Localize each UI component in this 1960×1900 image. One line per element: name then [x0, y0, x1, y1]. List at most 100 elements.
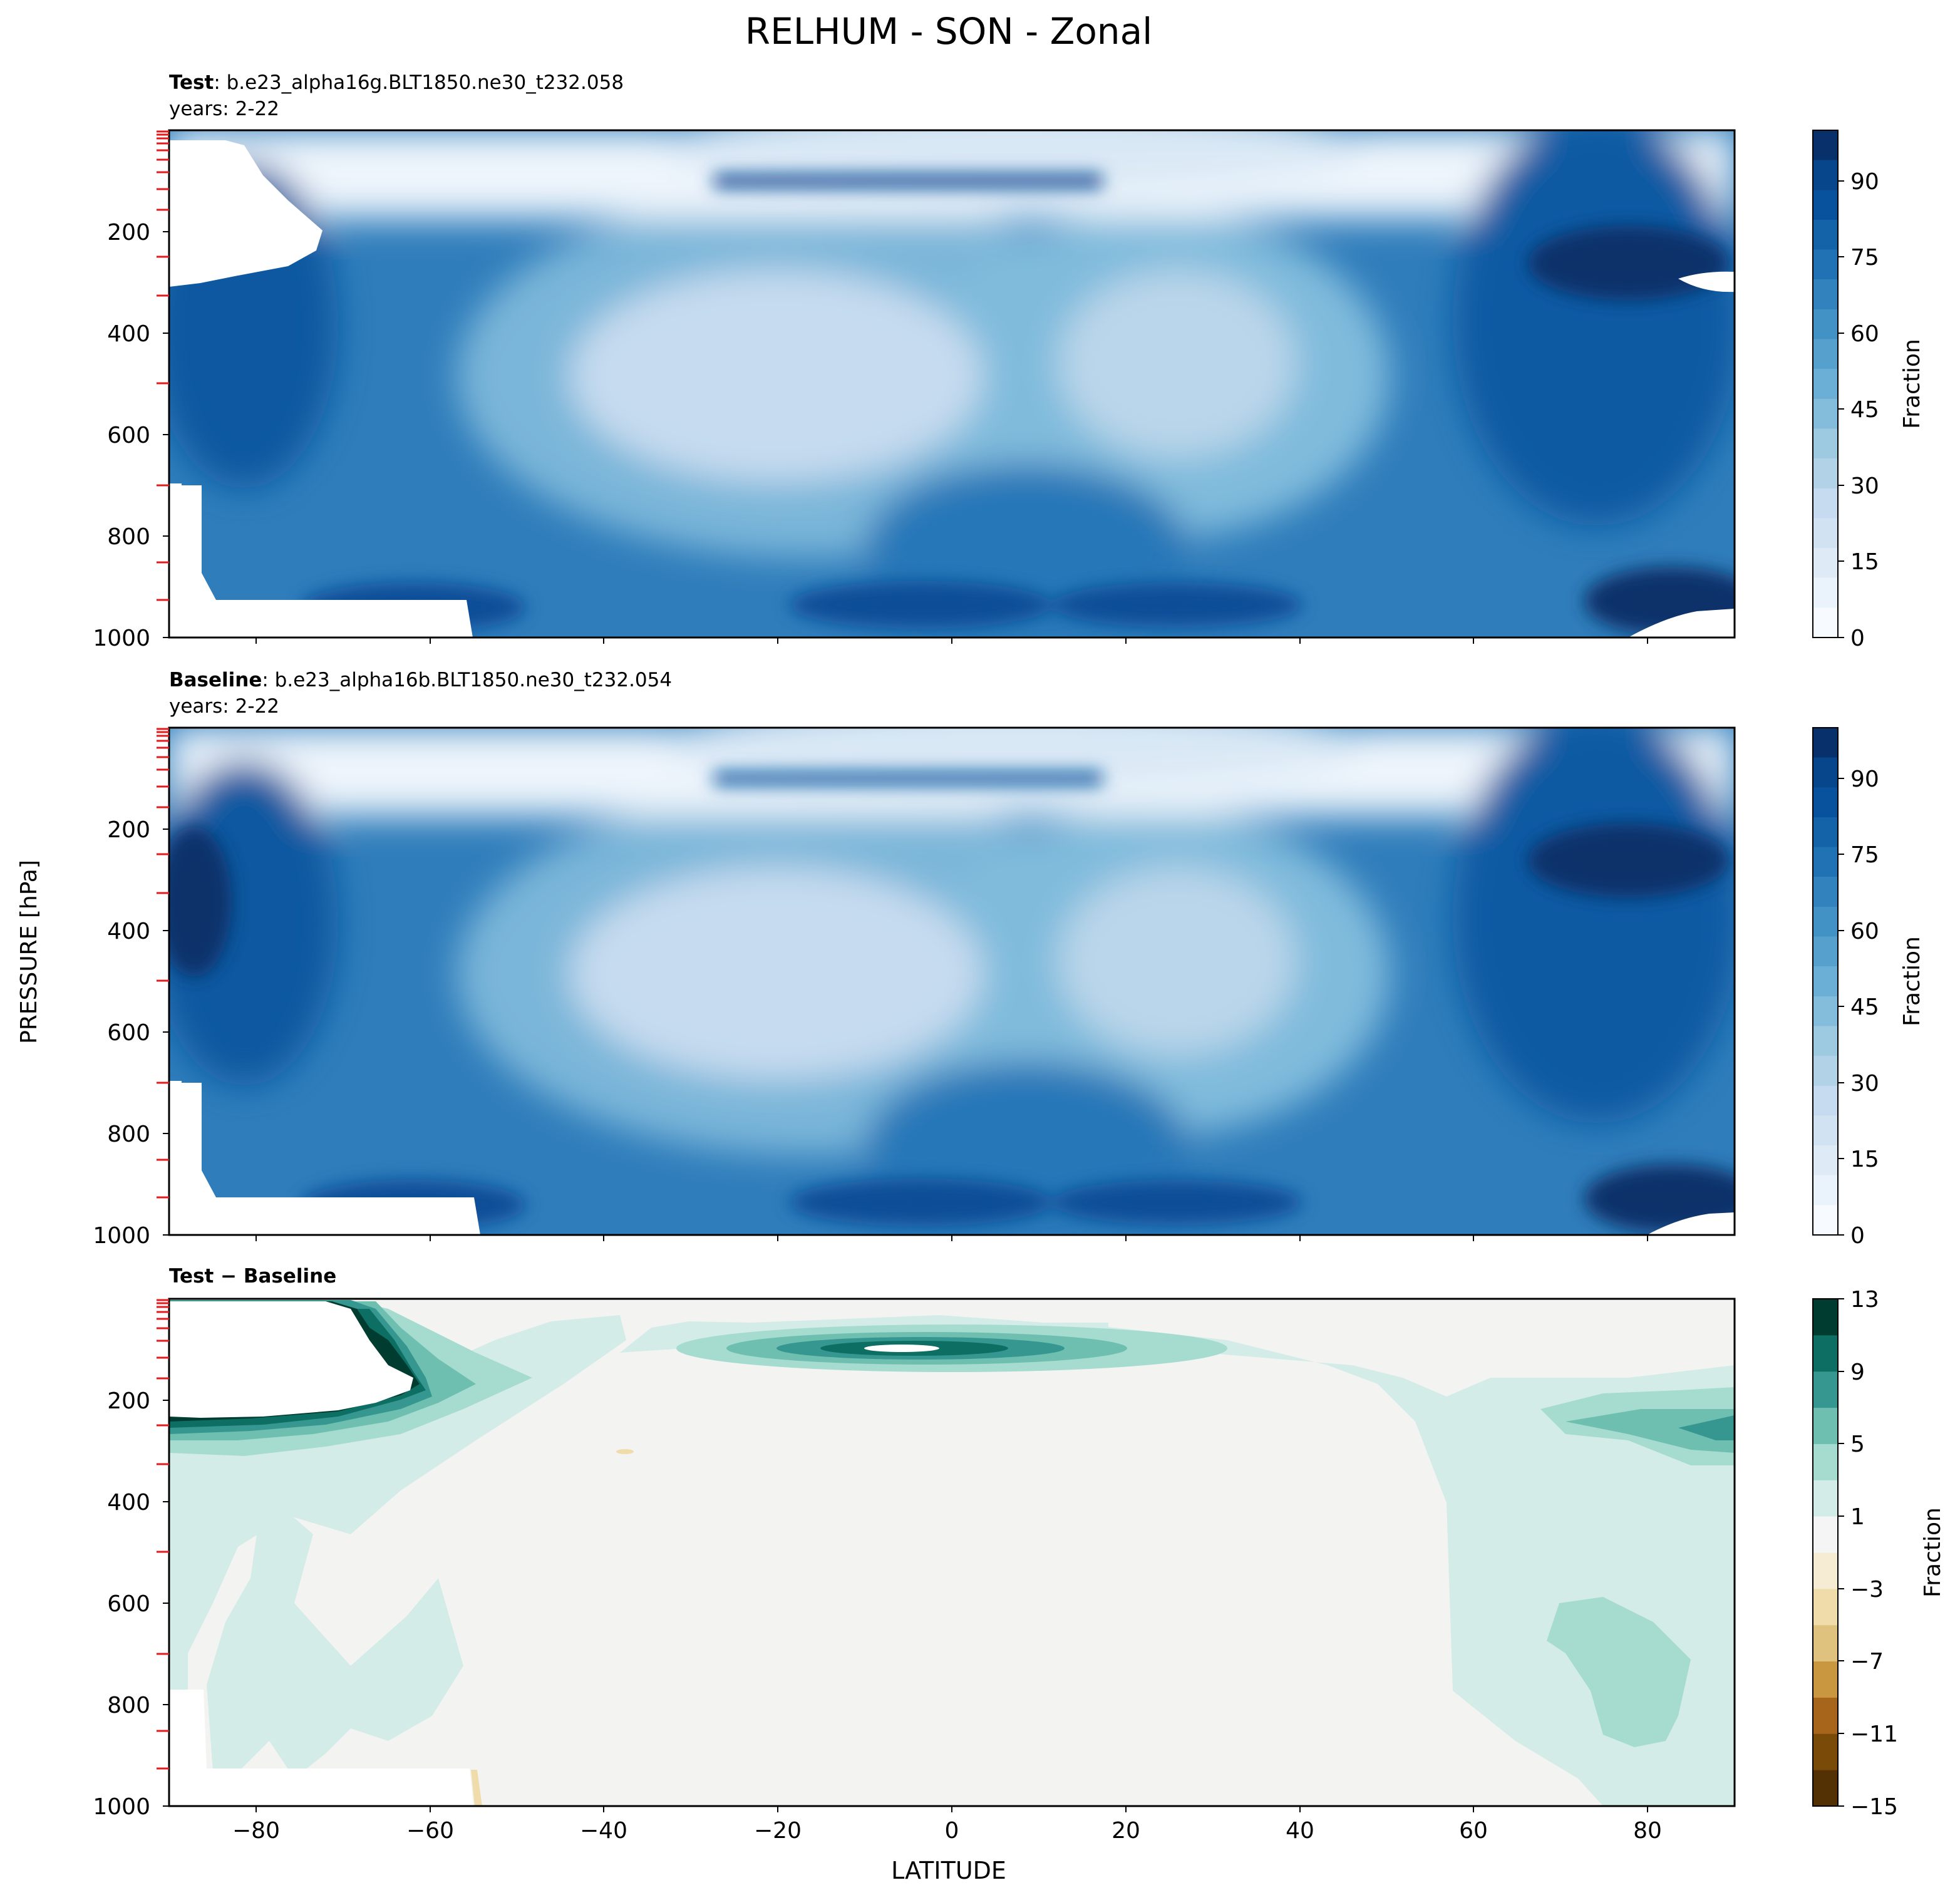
y-tick-label: 200: [107, 220, 150, 245]
x-ticks: [255, 1806, 1648, 1812]
panel-title-rest: : b.e23_alpha16g.BLT1850.ne30_t232.058: [214, 71, 624, 94]
panel-title-bold: Test: [169, 71, 214, 94]
colorbar-tick-label: 0: [1850, 626, 1865, 651]
y-tick-label: 200: [107, 1388, 150, 1414]
model-level-markers: [157, 728, 169, 1199]
colorbar-frame: [1812, 1298, 1839, 1807]
colorbar-step: [1813, 1335, 1838, 1372]
panel-years: years: 2-22: [169, 695, 279, 718]
colorbar-tick-label: 1: [1850, 1504, 1865, 1530]
y-tick-label: 800: [107, 1122, 150, 1147]
colorbar-tick-label: 5: [1850, 1432, 1865, 1457]
x-axis-label: LATITUDE: [891, 1857, 1006, 1884]
colorbar-ticks: 0 15 30 45 60 75 90: [1838, 767, 1879, 1249]
panel-title: Baseline: b.e23_alpha16b.BLT1850.ne30_t2…: [169, 669, 672, 691]
figure-title: RELHUM - SON - Zonal: [745, 10, 1152, 53]
colorbar-step: [1813, 1770, 1838, 1807]
y-ticks: 200 400 600 800 1000: [93, 1388, 169, 1820]
x-tick-label: 40: [1286, 1818, 1314, 1844]
colorbar-tick-label: −11: [1850, 1722, 1898, 1747]
panel-title: Test: b.e23_alpha16g.BLT1850.ne30_t232.0…: [169, 71, 624, 94]
y-tick-label: 600: [107, 1591, 150, 1617]
colorbar-tick-label: −15: [1850, 1794, 1898, 1820]
colorbar-label: Fraction: [1899, 339, 1925, 429]
colorbar-ticks: 0 15 30 45 60 75 90: [1838, 169, 1879, 651]
colorbar-tick-label: 75: [1850, 842, 1879, 868]
colorbar-step: [1813, 1516, 1838, 1553]
x-tick-label: −20: [754, 1818, 802, 1844]
colorbar-step: [1813, 1588, 1838, 1626]
y-tick-label: 1000: [93, 626, 150, 651]
colorbar-step: [1813, 1624, 1838, 1662]
y-axis-label: PRESSURE [hPa]: [16, 860, 42, 1044]
colorbar-tick-label: 9: [1850, 1360, 1865, 1385]
colorbar-tick-label: 60: [1850, 321, 1879, 347]
colorbar-ticks: −15 −11 −7 −3 1 5 9 13: [1838, 1287, 1898, 1820]
colorbar-tick-label: 0: [1850, 1223, 1865, 1249]
colorbar: 0 15 30 45 60 75 90 Fraction: [1812, 130, 1925, 651]
y-tick-label: 600: [107, 1020, 150, 1046]
colorbar-tick-label: 90: [1850, 169, 1879, 195]
x-tick-label: −60: [406, 1818, 454, 1844]
colorbar-step: [1813, 1443, 1838, 1480]
y-tick-label: 400: [107, 919, 150, 944]
colorbar-tick-label: 13: [1850, 1287, 1879, 1313]
heatmap-field: [169, 130, 1735, 638]
colorbar-step: [1813, 1407, 1838, 1444]
y-ticks: 200 400 600 800 1000: [93, 220, 169, 651]
x-tick-label: 60: [1459, 1818, 1488, 1844]
colorbar: −15 −11 −7 −3 1 5 9 13 Fraction: [1812, 1287, 1946, 1820]
panel-title-bold: Baseline: [169, 669, 262, 691]
colorbar-tick-label: −7: [1850, 1649, 1884, 1675]
model-level-markers: [157, 130, 169, 601]
x-tick-label: 20: [1112, 1818, 1140, 1844]
panel-test: Test: b.e23_alpha16g.BLT1850.ne30_t232.0…: [93, 71, 1925, 651]
colorbar-tick-label: 15: [1850, 1147, 1879, 1172]
panel-title-rest: : b.e23_alpha16b.BLT1850.ne30_t232.054: [262, 669, 672, 691]
heatmap-field: [169, 1299, 1735, 1806]
panel-difference: Test − Baseline: [93, 1265, 1946, 1844]
panel-years: years: 2-22: [169, 98, 279, 120]
colorbar-step: [1813, 1733, 1838, 1770]
colorbar-tick-label: 60: [1850, 919, 1879, 944]
colorbar-tick-label: 45: [1850, 397, 1879, 423]
colorbar-tick-label: 30: [1850, 1071, 1879, 1097]
colorbar-label: Fraction: [1899, 936, 1925, 1026]
y-tick-label: 1000: [93, 1794, 150, 1820]
colorbar-tick-label: 30: [1850, 473, 1879, 499]
colorbar-gradient: [1812, 130, 1839, 638]
y-tick-label: 800: [107, 1693, 150, 1718]
colorbar-steps: [1813, 1299, 1838, 1807]
model-level-markers: [157, 1299, 169, 1770]
y-tick-label: 600: [107, 423, 150, 448]
y-ticks: 200 400 600 800 1000: [93, 817, 169, 1249]
colorbar-step: [1813, 1371, 1838, 1408]
colorbar-step: [1813, 1480, 1838, 1517]
heatmap-field: [169, 728, 1735, 1235]
y-tick-label: 400: [107, 321, 150, 347]
colorbar-tick-label: −3: [1850, 1577, 1884, 1603]
panel-title: Test − Baseline: [169, 1265, 336, 1288]
colorbar: 0 15 30 45 60 75 90 Fraction: [1812, 727, 1925, 1249]
x-ticks: [255, 1235, 1648, 1241]
colorbar-gradient: [1812, 727, 1839, 1236]
x-tick-label: −80: [232, 1818, 280, 1844]
y-tick-label: 200: [107, 817, 150, 843]
colorbar-tick-label: 75: [1850, 245, 1879, 271]
panel-baseline: Baseline: b.e23_alpha16b.BLT1850.ne30_t2…: [93, 669, 1925, 1249]
x-tick-labels: −80 −60 −40 −20 0 20 40 60 80: [232, 1818, 1662, 1844]
x-tick-label: 80: [1633, 1818, 1662, 1844]
colorbar-label: Fraction: [1920, 1507, 1946, 1598]
colorbar-tick-label: 45: [1850, 994, 1879, 1020]
panel-title-bold: Test − Baseline: [169, 1265, 336, 1288]
colorbar-step: [1813, 1661, 1838, 1698]
colorbar-step: [1813, 1697, 1838, 1734]
y-tick-label: 800: [107, 524, 150, 550]
colorbar-step: [1813, 1552, 1838, 1589]
x-tick-label: 0: [945, 1818, 959, 1844]
x-tick-label: −40: [580, 1818, 627, 1844]
colorbar-tick-label: 90: [1850, 767, 1879, 792]
y-tick-label: 1000: [93, 1223, 150, 1249]
colorbar-step: [1813, 1299, 1838, 1336]
